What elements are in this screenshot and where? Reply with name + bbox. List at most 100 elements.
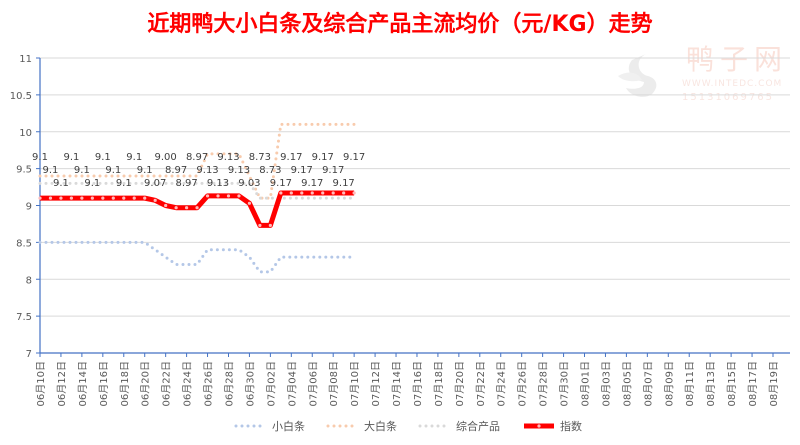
x-tick-label: 07月18日 — [433, 361, 445, 406]
data-label: 8.73 — [259, 165, 281, 176]
data-point — [48, 196, 53, 200]
data-label: 9.17 — [333, 178, 355, 189]
data-label: 9.17 — [291, 165, 313, 176]
data-label: 9.17 — [322, 165, 344, 176]
x-tick-label: 07月10日 — [349, 361, 361, 406]
data-label: 8.97 — [175, 178, 197, 189]
x-tick-label: 08月05日 — [621, 361, 633, 406]
legend-marker — [537, 424, 541, 428]
data-point — [352, 191, 356, 195]
x-tick-label: 08月03日 — [600, 361, 612, 406]
x-tick-label: 06月20日 — [140, 361, 152, 406]
data-point — [80, 196, 84, 200]
data-label: 9.13 — [228, 165, 250, 176]
series-line-综合产品 — [38, 181, 356, 200]
y-tick-label: 11 — [19, 54, 32, 65]
data-label: 9.17 — [270, 178, 292, 189]
data-point — [258, 223, 262, 228]
data-point — [59, 196, 63, 200]
x-tick-label: 06月30日 — [244, 361, 256, 406]
data-label: 9.13 — [196, 165, 218, 176]
x-tick-label: 08月13日 — [705, 361, 717, 406]
data-label: 9.17 — [280, 152, 302, 163]
watermark-name: 鸭子网 — [686, 43, 789, 76]
data-label: 9.07 — [144, 178, 166, 189]
x-tick-label: 08月09日 — [663, 361, 675, 406]
data-point — [69, 196, 74, 200]
legend-label: 大白条 — [364, 419, 397, 433]
data-label: 9.1 — [74, 165, 90, 176]
data-label: 8.97 — [165, 165, 187, 176]
data-point — [164, 203, 168, 208]
x-tick-label: 06月28日 — [223, 361, 235, 406]
y-tick-label: 10.5 — [10, 91, 32, 102]
data-label: 9.1 — [43, 165, 59, 176]
data-point — [310, 191, 314, 195]
data-label: 9.1 — [137, 165, 153, 176]
data-label: 9.17 — [312, 152, 334, 163]
y-tick-label: 10 — [19, 128, 32, 139]
series-line-大白条 — [38, 122, 356, 200]
x-tick-label: 07月26日 — [517, 361, 529, 406]
data-label: 9.1 — [84, 178, 100, 189]
data-point — [342, 191, 346, 195]
x-tick-label: 08月01日 — [580, 361, 592, 406]
x-tick-label: 06月18日 — [119, 361, 131, 406]
x-tick-label: 07月14日 — [391, 361, 403, 406]
data-point — [331, 191, 335, 195]
watermark-url: WWW.INTEDC.COM — [682, 79, 783, 89]
data-label: 9.00 — [155, 152, 177, 163]
watermark-phone: 15131069765 — [682, 92, 774, 103]
data-point — [237, 194, 241, 198]
data-point — [268, 223, 272, 228]
data-label: 9.1 — [126, 152, 142, 163]
data-label: 8.97 — [186, 152, 208, 163]
data-point — [143, 196, 147, 200]
legend-label: 小白条 — [272, 419, 305, 433]
data-point — [153, 198, 157, 202]
x-tick-label: 08月15日 — [726, 361, 738, 406]
data-label: 9.1 — [53, 178, 69, 189]
data-point — [205, 194, 210, 198]
x-tick-label: 07月20日 — [454, 361, 466, 406]
data-point — [185, 206, 189, 210]
series-line-小白条 — [38, 240, 356, 274]
data-point — [122, 196, 126, 200]
y-tick-label: 9 — [26, 202, 32, 213]
duck-logo-icon — [618, 54, 657, 97]
data-point — [216, 194, 220, 198]
data-label: 9.17 — [301, 178, 323, 189]
data-point — [226, 194, 231, 198]
y-tick-label: 8 — [26, 275, 32, 286]
x-tick-label: 08月19日 — [768, 361, 780, 406]
data-label: 9.13 — [207, 178, 229, 189]
data-label: 9.1 — [105, 165, 121, 176]
x-tick-label: 06月14日 — [77, 361, 89, 406]
y-tick-label: 9.5 — [16, 165, 32, 176]
x-tick-label: 07月06日 — [307, 361, 319, 406]
x-tick-label: 07月08日 — [328, 361, 340, 406]
x-tick-label: 08月17日 — [747, 361, 759, 406]
x-tick-label: 07月30日 — [559, 361, 571, 406]
x-tick-label: 06月26日 — [203, 361, 215, 406]
data-label: 9.13 — [217, 152, 239, 163]
x-tick-label: 06月12日 — [56, 361, 68, 406]
data-label: 9.1 — [63, 152, 79, 163]
watermark: 鸭子网 WWW.INTEDC.COM 15131069765 — [612, 44, 798, 108]
x-tick-label: 07月12日 — [370, 361, 382, 406]
x-tick-label: 07月02日 — [265, 361, 277, 406]
data-label: 9.1 — [95, 152, 111, 163]
y-tick-label: 7 — [26, 349, 32, 360]
data-point — [174, 206, 178, 210]
data-label: 9.03 — [238, 178, 260, 189]
data-point — [111, 196, 115, 200]
data-point — [289, 191, 293, 195]
data-label: 9.1 — [32, 152, 48, 163]
data-label: 9.1 — [116, 178, 132, 189]
data-point — [101, 196, 105, 200]
x-tick-label: 08月11日 — [684, 361, 696, 406]
data-label: 9.17 — [343, 152, 365, 163]
data-label: 8.73 — [249, 152, 271, 163]
legend-label: 综合产品 — [456, 419, 500, 433]
